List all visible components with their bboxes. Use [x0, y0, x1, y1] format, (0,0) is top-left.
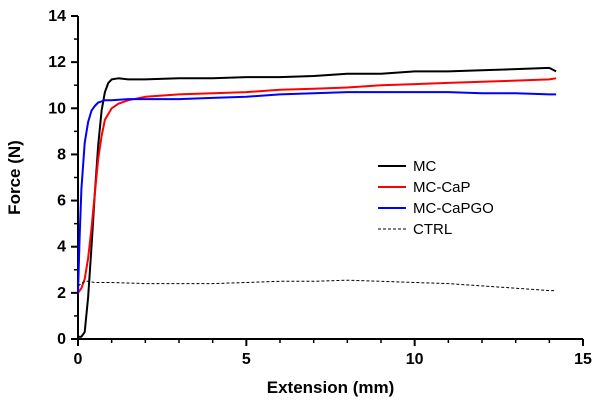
legend-label-ctrl: CTRL: [413, 221, 452, 238]
x-tick-label: 15: [574, 351, 592, 368]
series-line-ctrl: [77, 279, 557, 292]
x-axis-title: Extension (mm): [267, 378, 395, 397]
y-tick-label: 0: [57, 331, 66, 348]
y-tick-label: 12: [48, 54, 66, 71]
x-tick-label: 10: [406, 351, 424, 368]
legend-label-mc-capgo: MC-CaPGO: [413, 200, 494, 217]
x-tick-label: 0: [74, 351, 83, 368]
y-tick-label: 6: [57, 193, 66, 210]
y-tick-label: 10: [48, 100, 66, 117]
y-tick-label: 2: [57, 285, 66, 302]
y-tick-label: 14: [48, 8, 66, 25]
series-line-mc: [78, 66, 557, 338]
legend-label-mc-cap: MC-CaP: [413, 179, 471, 196]
series-line-mc-capgo: [77, 91, 557, 293]
y-axis-title: Force (N): [5, 140, 24, 215]
series-line-mc-cap: [77, 77, 557, 294]
x-tick-label: 5: [242, 351, 251, 368]
legend: MC MC-CaP MC-CaPGO CTRL: [378, 158, 494, 238]
y-tick-label: 8: [57, 146, 66, 163]
plot-area: [77, 66, 557, 338]
legend-label-mc: MC: [413, 158, 436, 175]
axes: 0 2 4 6 8 10 12 14 0 5 10 15 Extension (mm) Force (N): [5, 8, 592, 397]
y-tick-label: 4: [57, 239, 66, 256]
